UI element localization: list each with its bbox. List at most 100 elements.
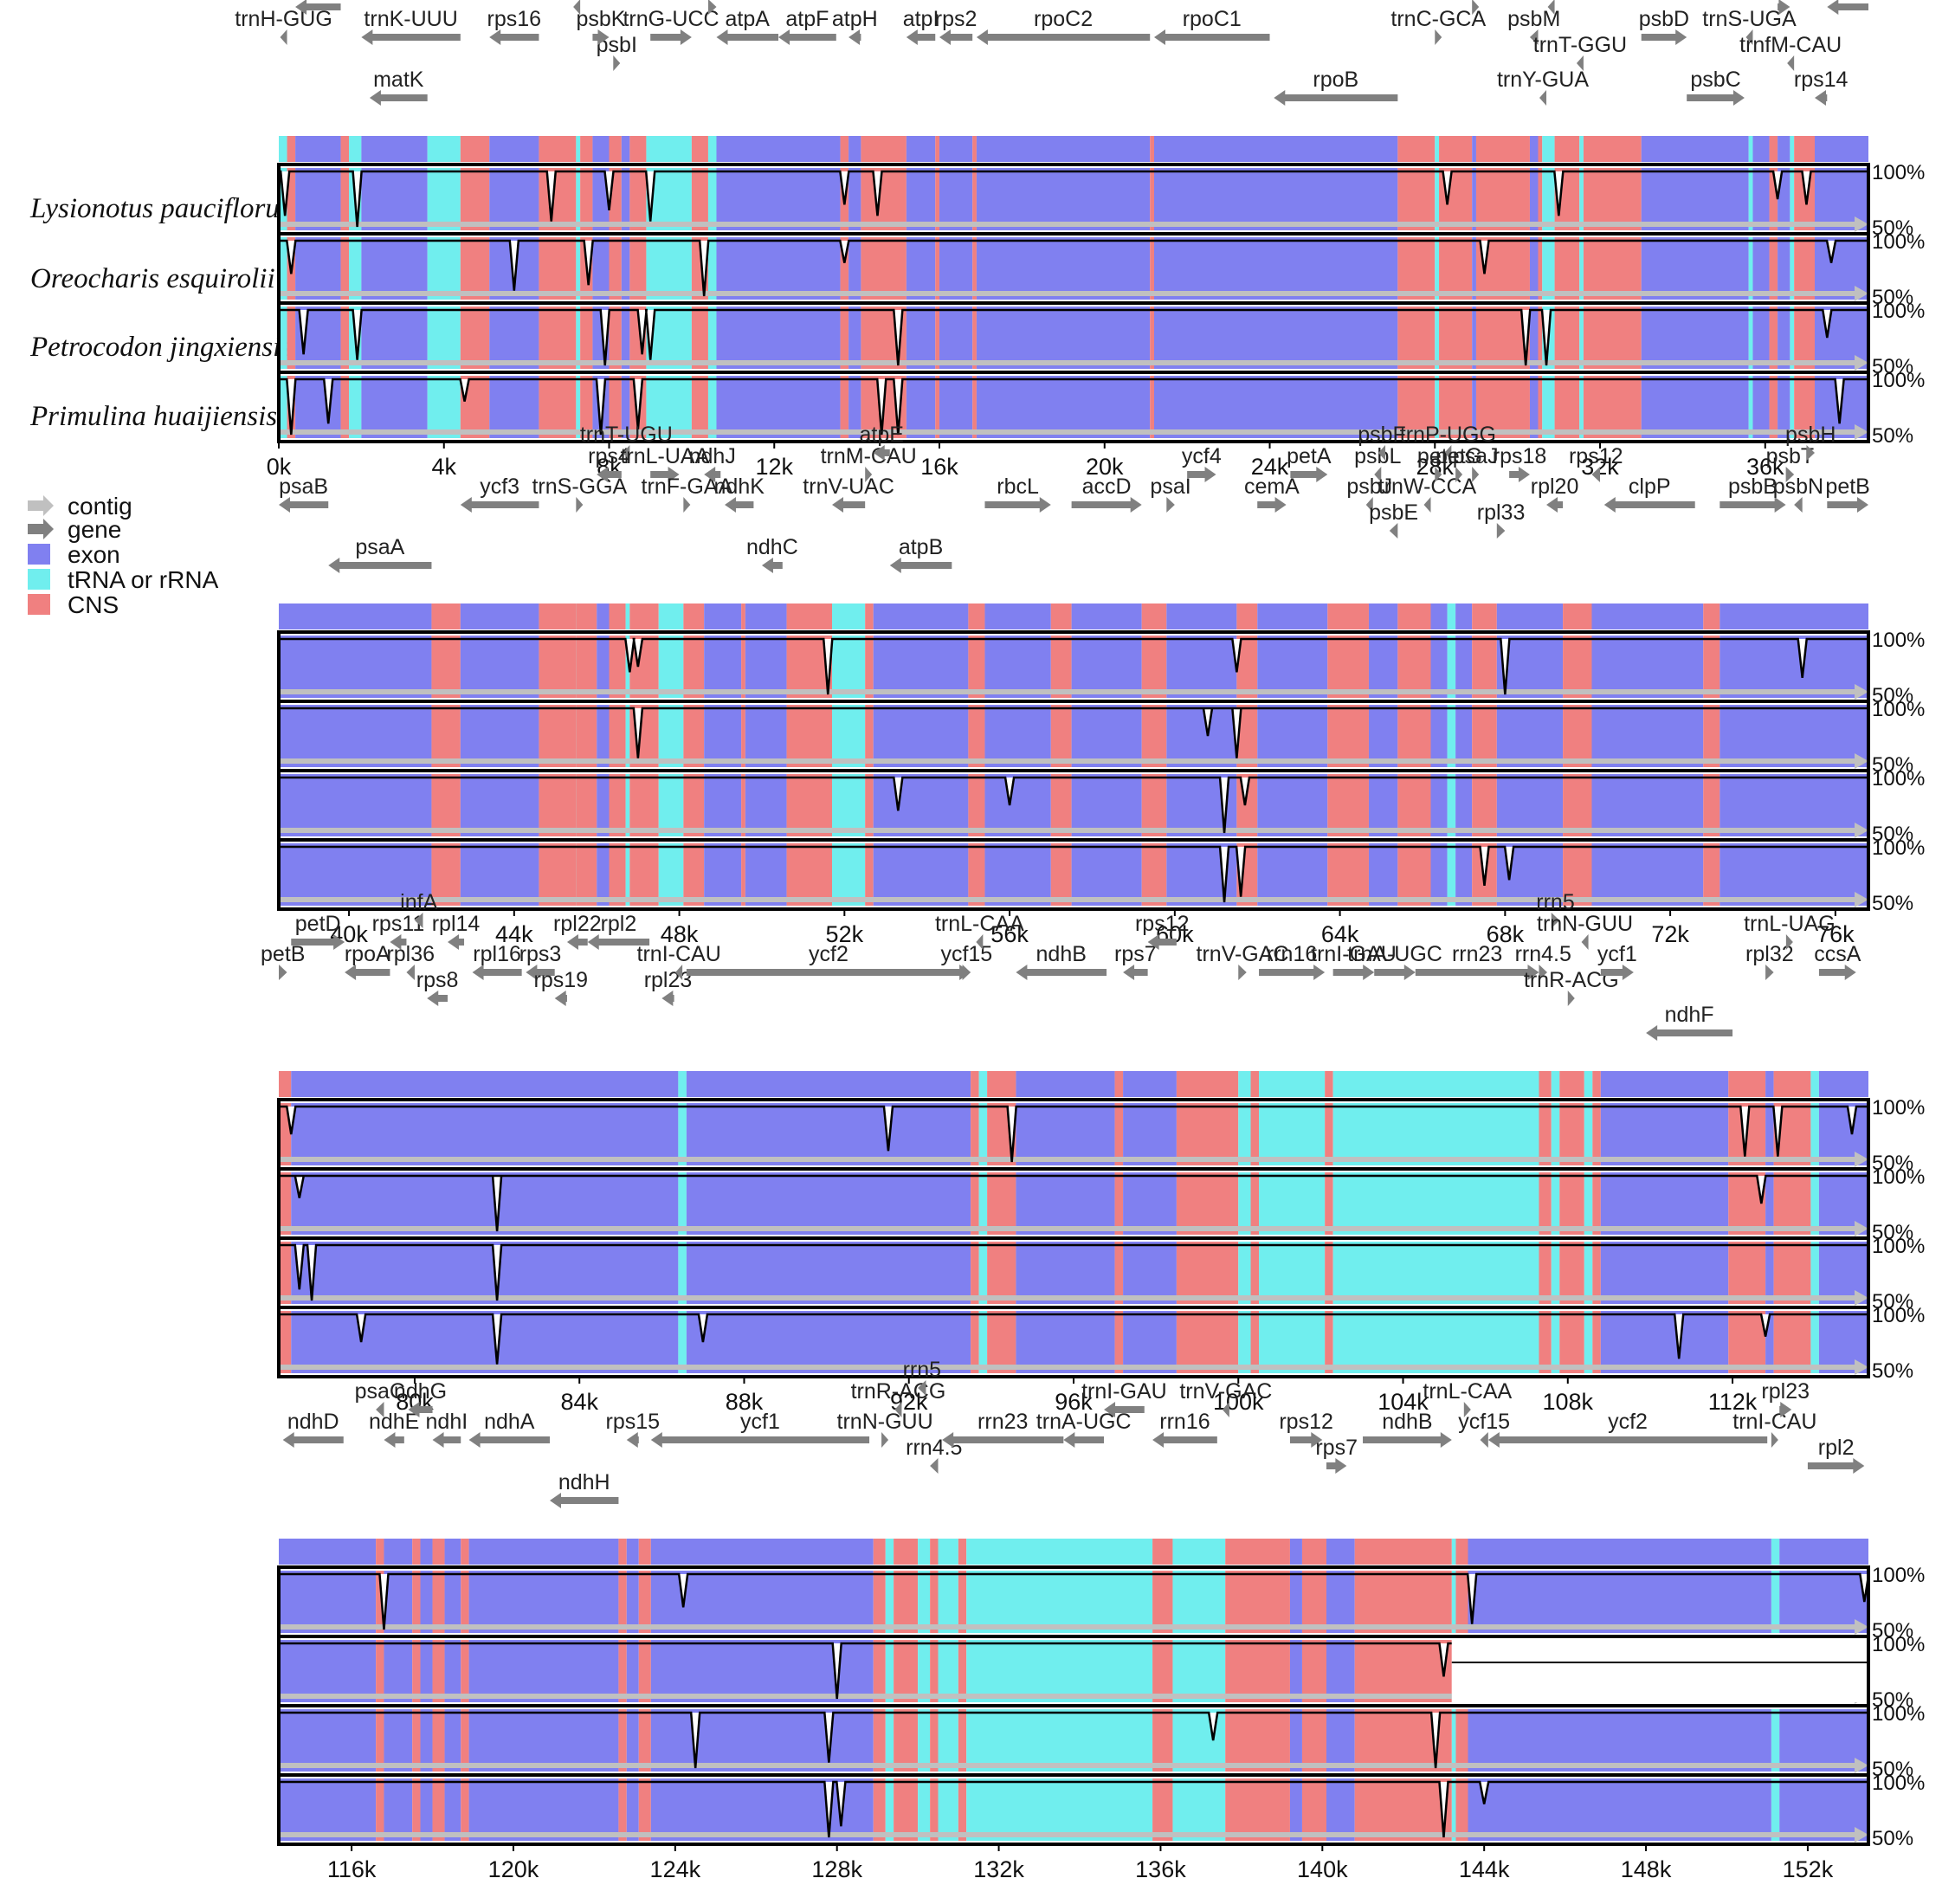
conservation-region	[894, 1571, 919, 1633]
conservation-region	[1455, 636, 1473, 698]
conservation-region	[384, 1778, 413, 1841]
gene-arrow	[918, 1380, 926, 1396]
contig-arrowhead	[1855, 286, 1868, 301]
gene-label: rps3	[519, 942, 562, 966]
conservation-region	[626, 1778, 639, 1841]
conservation-region	[460, 168, 490, 230]
feature-strip	[1592, 1071, 1601, 1097]
conservation-region	[1765, 1172, 1774, 1235]
legend: contig gene exon tRNA or rRNA CNS	[28, 493, 219, 618]
feature-strip	[938, 1539, 958, 1565]
conservation-region	[938, 1571, 958, 1633]
gene-label: psaJ	[1453, 444, 1499, 468]
gene-arrow	[894, 1402, 902, 1417]
conservation-region	[576, 636, 597, 698]
feature-strip	[1790, 136, 1795, 162]
gene-arrow	[1567, 991, 1575, 1006]
gene-label: psbT	[1766, 444, 1815, 468]
conservation-curve	[279, 1711, 1868, 1769]
conservation-region	[609, 237, 622, 300]
feature-strip	[1332, 1071, 1539, 1097]
gene-arrow	[369, 90, 428, 106]
conservation-region	[646, 237, 692, 300]
feature-strip	[984, 603, 1051, 629]
gene-label: ycf4	[1182, 444, 1222, 468]
conservation-region	[1600, 1242, 1729, 1304]
conservation-region	[930, 1571, 939, 1633]
axis-tick-label: 72k	[1651, 921, 1689, 947]
conservation-region	[1166, 636, 1237, 698]
conservation-region	[1703, 843, 1720, 906]
gene-label: atpA	[726, 7, 771, 31]
conservation-region	[621, 307, 630, 369]
feature-strip	[460, 136, 490, 162]
gene-label: trnA-UGC	[1347, 942, 1442, 966]
conservation-region	[1748, 237, 1753, 300]
conservation-region	[1559, 1242, 1584, 1304]
gene-label: rps14	[1794, 68, 1849, 92]
gene-label: rpl32	[1745, 942, 1794, 966]
legend-label: contig	[68, 493, 132, 520]
conservation-region	[580, 168, 593, 230]
conservation-region	[971, 1242, 979, 1304]
feature-strip	[432, 1539, 445, 1565]
gene-arrow	[832, 497, 866, 513]
conservation-region	[295, 376, 341, 438]
feature-strip	[935, 136, 940, 162]
axis-tick-label: 4k	[431, 454, 456, 480]
feature-strip	[444, 1539, 461, 1565]
gene-arrow	[1289, 1432, 1323, 1448]
percent-label-100: 100%	[1872, 836, 1925, 860]
feature-strip	[460, 603, 539, 629]
gene-label: rrn16	[1267, 942, 1317, 966]
conservation-region	[461, 1778, 469, 1841]
conservation-region	[621, 237, 630, 300]
feature-strip	[1769, 136, 1778, 162]
contig-bar	[279, 689, 1855, 694]
conservation-region	[629, 774, 659, 836]
gene-arrow	[1071, 497, 1142, 513]
gene-arrow	[282, 1432, 344, 1448]
feature-strip	[1447, 603, 1456, 629]
axis-tick-label: 132k	[973, 1856, 1024, 1882]
conservation-region	[691, 307, 708, 369]
gene-arrow	[1374, 965, 1416, 980]
conservation-region	[971, 1172, 979, 1235]
gene-label: trnI-CAU	[1732, 1410, 1816, 1434]
percent-label-100: 100%	[1872, 230, 1925, 254]
gene-label: trnT-GGU	[1533, 33, 1627, 57]
conservation-region	[686, 1242, 971, 1304]
gene-arrow	[626, 1432, 639, 1448]
conservation-region	[295, 168, 341, 230]
gene-label: ndhI	[426, 1410, 468, 1434]
conservation-region	[1468, 1571, 1771, 1633]
conservation-region	[580, 376, 593, 438]
axis-tick-label: 128k	[811, 1856, 862, 1882]
conservation-region	[1790, 237, 1795, 300]
gene-legend-icon	[28, 519, 54, 539]
conservation-region	[716, 168, 841, 230]
feature-strip	[1225, 1539, 1290, 1565]
feature-strip	[1325, 1071, 1333, 1097]
conservation-region	[460, 307, 490, 369]
feature-strip	[1563, 603, 1592, 629]
conservation-region	[1455, 705, 1473, 767]
percent-label-100: 100%	[1872, 1235, 1925, 1258]
gene-arrow	[1222, 1402, 1229, 1417]
feature-strip	[279, 1071, 292, 1097]
species-label: Oreocharis esquirolii	[30, 263, 275, 294]
percent-label-100: 100%	[1872, 369, 1925, 392]
percent-label-50: 50%	[1872, 1758, 1913, 1781]
conservation-region	[361, 237, 428, 300]
gene-arrow	[361, 29, 461, 45]
feature-strip	[987, 1071, 1016, 1097]
conservation-region	[930, 1778, 939, 1841]
conservation-region	[279, 1242, 292, 1304]
feature-strip	[1542, 136, 1555, 162]
axis-tick-label: 96k	[1055, 1389, 1093, 1415]
conservation-region	[1114, 1242, 1124, 1304]
conservation-region	[906, 307, 936, 369]
conservation-region	[707, 168, 717, 230]
feature-strip	[978, 1071, 988, 1097]
conservation-region	[1592, 1172, 1601, 1235]
